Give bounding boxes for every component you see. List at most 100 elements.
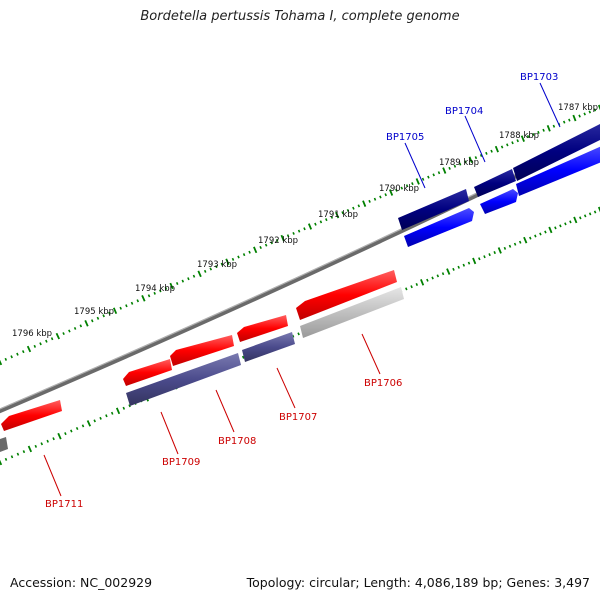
- cds-bar[interactable]: [480, 189, 518, 214]
- scale-tick: [21, 350, 25, 354]
- scale-tick: [10, 455, 14, 459]
- gene-leader-line: [276, 367, 296, 409]
- scale-tick: [46, 439, 49, 443]
- scale-tick: [513, 242, 517, 246]
- gene-label[interactable]: BP1709: [162, 457, 200, 468]
- gene-label[interactable]: BP1708: [218, 436, 256, 447]
- scale-tick: [503, 246, 507, 250]
- scale-tick: [203, 269, 207, 273]
- scale-tick: [136, 299, 140, 303]
- scale-tick: [427, 175, 430, 179]
- cds-bar[interactable]: [1, 400, 62, 431]
- gene-leader-line: [160, 411, 179, 455]
- cds-bar[interactable]: [170, 335, 234, 366]
- scale-tick: [559, 224, 562, 228]
- gene-bar[interactable]: [474, 169, 516, 197]
- scale-tick: [597, 206, 600, 213]
- scale-tick: [270, 241, 273, 245]
- scale-tick: [39, 342, 42, 346]
- scale-tick: [420, 279, 425, 286]
- scale-tick: [534, 234, 537, 238]
- scale-tick: [141, 295, 146, 302]
- scale-tick: [588, 110, 592, 114]
- gene-bar[interactable]: [398, 189, 469, 230]
- scale-tick: [231, 257, 235, 261]
- scale-tick: [411, 182, 414, 186]
- scale-tick: [552, 124, 556, 128]
- scale-tick: [532, 133, 535, 136]
- other-bar[interactable]: [300, 287, 404, 338]
- gene-leader-line: [215, 389, 235, 433]
- scale-tick: [90, 319, 94, 323]
- scale-tick: [84, 320, 89, 327]
- gene-label[interactable]: BP1704: [445, 106, 483, 117]
- gene-bar[interactable]: [242, 332, 295, 362]
- scale-tick: [159, 289, 162, 293]
- scale-tick: [215, 265, 218, 269]
- scale-tick: [259, 245, 262, 250]
- gene-leader-line: [539, 82, 561, 128]
- scale-label: 1791 kbp: [318, 210, 358, 220]
- cds-bar[interactable]: [237, 315, 288, 342]
- scale-tick: [400, 186, 404, 190]
- scale-tick: [16, 352, 19, 356]
- accession-text: Accession: NC_002929: [10, 575, 153, 590]
- scale-tick: [314, 222, 317, 226]
- gene-leader-line: [464, 115, 486, 163]
- scale-ticks-inner: [0, 206, 600, 466]
- scale-tick: [225, 258, 230, 266]
- scale-tick: [286, 234, 290, 238]
- scale-tick: [578, 114, 581, 118]
- scale-tick: [34, 444, 38, 448]
- scale-tick: [395, 188, 398, 192]
- scale-tick: [494, 145, 499, 153]
- scale-tick: [4, 357, 8, 361]
- scale-tick: [128, 404, 131, 408]
- scale-tick: [50, 337, 54, 341]
- scale-tick: [516, 139, 519, 143]
- gene-label[interactable]: BP1711: [45, 499, 83, 510]
- scale-tick: [352, 206, 355, 210]
- scale-tick: [197, 270, 202, 278]
- scale-tick: [384, 193, 387, 197]
- cds-bar[interactable]: [123, 359, 172, 386]
- scale-tick: [523, 236, 528, 244]
- scale-tick: [388, 189, 394, 196]
- scale-tick: [280, 234, 285, 242]
- scale-label: 1787 kbp: [558, 103, 598, 113]
- scale-tick: [241, 355, 245, 359]
- cds-bar[interactable]: [404, 208, 474, 247]
- gene-bar[interactable]: [513, 122, 600, 181]
- scale-tick: [568, 118, 571, 122]
- cds-bar[interactable]: [296, 270, 397, 320]
- scale-tick: [96, 316, 100, 320]
- scale-tick: [511, 141, 514, 145]
- scale-tick: [483, 255, 486, 259]
- gene-bar[interactable]: [0, 437, 8, 452]
- scale-tick: [187, 277, 190, 281]
- scale-tick: [562, 120, 566, 124]
- scale-tick: [52, 437, 55, 441]
- scale-tick: [500, 145, 504, 149]
- scale-tick: [588, 212, 592, 216]
- scale-tick: [119, 306, 122, 310]
- scale-tick: [446, 268, 451, 275]
- scale-label: 1792 kbp: [258, 236, 298, 246]
- scale-tick: [508, 244, 512, 248]
- gene-label[interactable]: BP1706: [364, 378, 402, 389]
- scale-tick: [467, 261, 471, 265]
- scale-tick: [462, 263, 466, 267]
- scale-tick: [175, 281, 179, 286]
- scale-tick: [478, 257, 481, 261]
- scale-tick: [122, 406, 126, 410]
- gene-label[interactable]: BP1707: [279, 412, 317, 423]
- gene-label[interactable]: BP1703: [520, 72, 558, 83]
- scale-label: 1788 kbp: [499, 131, 539, 141]
- scale-tick: [415, 282, 419, 287]
- cds-bar[interactable]: [516, 145, 600, 196]
- scale-tick: [307, 223, 313, 230]
- gene-bar[interactable]: [126, 353, 241, 406]
- scale-tick: [73, 326, 77, 330]
- scale-tick: [325, 218, 328, 222]
- gene-label[interactable]: BP1705: [386, 132, 424, 143]
